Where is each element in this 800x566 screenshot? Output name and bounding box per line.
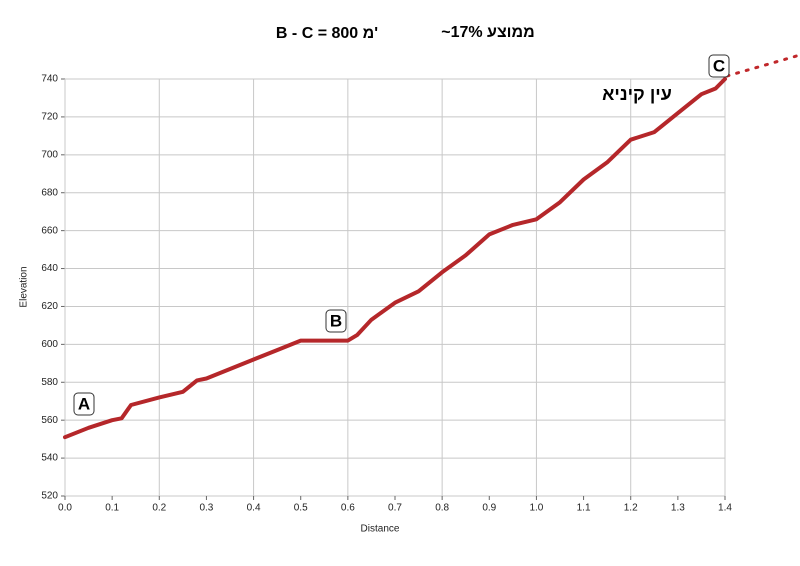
y-tick-label: 740: [41, 74, 58, 85]
x-tick-label: 0.6: [341, 503, 355, 514]
y-tick-label: 620: [41, 301, 58, 312]
x-tick-label: 0.9: [482, 503, 496, 514]
x-tick-label: 0.1: [105, 503, 119, 514]
y-tick-label: 580: [41, 377, 58, 388]
x-tick-label: 0.3: [199, 503, 213, 514]
dotted-continuation: [725, 53, 800, 78]
y-tick-label: 680: [41, 187, 58, 198]
y-tick-label: 540: [41, 453, 58, 464]
x-tick-label: 0.7: [388, 503, 402, 514]
place-label: עין קיניא: [602, 84, 672, 104]
y-tick-label: 720: [41, 112, 58, 123]
chart-subtitle: ~17% ממוצע: [441, 24, 535, 41]
annotation-box: [325, 309, 347, 333]
x-tick-label: 1.1: [577, 503, 591, 514]
x-tick-label: 0.8: [435, 503, 449, 514]
x-axis-label: Distance: [361, 524, 400, 535]
y-tick-label: 660: [41, 225, 58, 236]
annotation-label: B: [330, 311, 342, 330]
annotation-label: A: [78, 394, 90, 413]
x-tick-label: 0.2: [152, 503, 166, 514]
y-tick-label: 640: [41, 263, 58, 274]
elevation-line: [63, 77, 727, 440]
annotation-box: [73, 392, 95, 416]
y-axis-label: Elevation: [19, 266, 30, 307]
x-tick-label: 0.5: [294, 503, 308, 514]
y-tick-label: 560: [41, 415, 58, 426]
x-tick-label: 0.0: [58, 503, 72, 514]
x-tick-label: 1.0: [529, 503, 543, 514]
x-tick-label: 1.4: [718, 503, 732, 514]
y-tick-label: 700: [41, 149, 58, 160]
y-tick-label: 520: [41, 491, 58, 502]
annotation-box: [708, 54, 730, 78]
chart-title: B - C = 800 מ': [276, 25, 378, 42]
x-tick-label: 1.3: [671, 503, 685, 514]
x-tick-label: 1.2: [624, 503, 638, 514]
x-tick-label: 0.4: [247, 503, 261, 514]
annotation-label: C: [713, 56, 725, 75]
y-tick-label: 600: [41, 339, 58, 350]
